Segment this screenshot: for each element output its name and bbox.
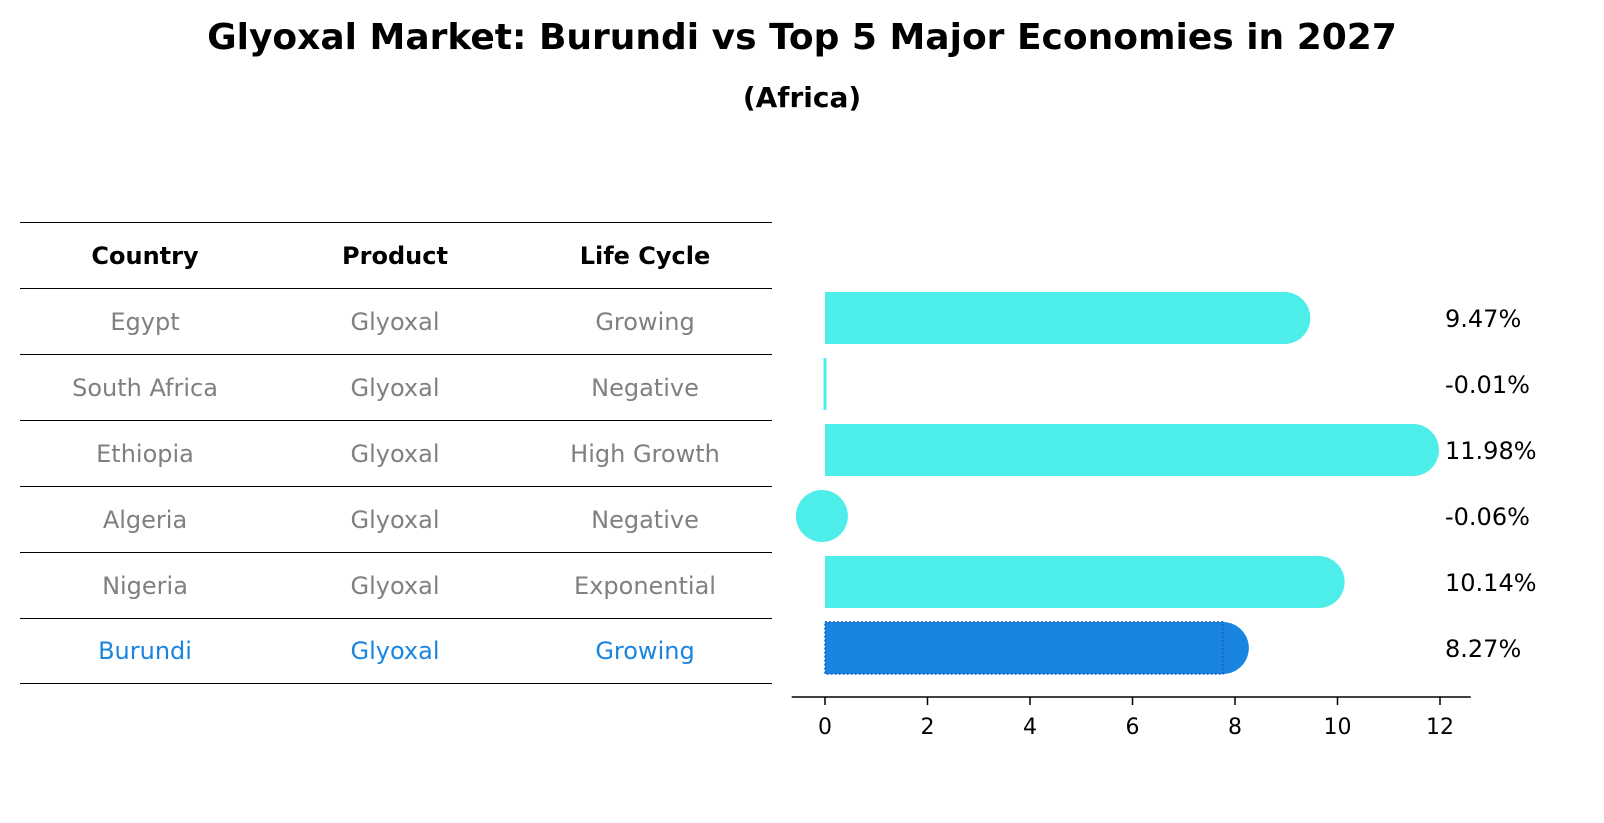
cell-country: Algeria <box>102 505 188 534</box>
x-tick-label: 4 <box>1023 715 1037 740</box>
cell-country: Nigeria <box>102 571 188 600</box>
bar-chart: 9.47% -0.01% 11.98% -0.06% 10.14% 8.27% 0 2 4 6 8 1… <box>791 292 1537 740</box>
cell-product: Glyoxal <box>350 571 440 600</box>
table-row: Ethiopia Glyoxal High Growth <box>20 420 772 486</box>
cell-product: Glyoxal <box>350 439 440 468</box>
bar-value-label: -0.06% <box>1445 503 1530 531</box>
cell-country: South Africa <box>72 373 218 402</box>
bar-value-label: 8.27% <box>1445 635 1521 663</box>
table-header-row: Country Product Life Cycle <box>20 222 772 288</box>
cell-country: Burundi <box>98 637 192 665</box>
table-row: Egypt Glyoxal Growing <box>20 288 772 354</box>
header-country: Country <box>91 241 199 270</box>
table-row: South Africa Glyoxal Negative <box>20 354 772 420</box>
bar-value-label: -0.01% <box>1445 371 1530 399</box>
cell-product: Glyoxal <box>350 505 440 534</box>
chart-title: Glyoxal Market: Burundi vs Top 5 Major E… <box>207 17 1397 58</box>
cell-product: Glyoxal <box>350 307 440 336</box>
bar-cap <box>795 490 848 542</box>
bar-cap <box>1258 292 1311 344</box>
cell-product: Glyoxal <box>350 637 440 665</box>
bar-cap <box>1386 424 1439 476</box>
x-tick-label: 10 <box>1324 715 1352 740</box>
comparison-table: Country Product Life Cycle Egypt Glyoxal… <box>20 222 772 684</box>
bar-value-label: 9.47% <box>1445 305 1521 333</box>
x-tick-label: 6 <box>1126 715 1140 740</box>
x-tick-label: 8 <box>1228 715 1242 740</box>
bar <box>823 358 827 410</box>
bar-value-label: 11.98% <box>1445 437 1537 465</box>
cell-product: Glyoxal <box>350 373 440 402</box>
cell-life-cycle: Growing <box>595 307 695 336</box>
cell-life-cycle: Growing <box>595 637 695 665</box>
chart-subtitle: (Africa) <box>742 81 862 114</box>
bar <box>825 622 1223 674</box>
bar-cap <box>1292 556 1345 608</box>
bar <box>825 556 1319 608</box>
cell-country: Egypt <box>110 307 180 336</box>
header-life-cycle: Life Cycle <box>579 241 711 270</box>
table-row: Algeria Glyoxal Negative <box>20 486 772 552</box>
table-row-highlight: Burundi Glyoxal Growing <box>20 618 772 684</box>
cell-life-cycle: High Growth <box>570 439 720 468</box>
x-tick-label: 2 <box>921 715 935 740</box>
x-tick-label: 0 <box>818 715 832 740</box>
x-tick-label: 12 <box>1426 715 1454 740</box>
cell-country: Ethiopia <box>96 439 194 468</box>
cell-life-cycle: Exponential <box>574 571 716 600</box>
bar-value-label: 10.14% <box>1445 569 1537 597</box>
cell-life-cycle: Negative <box>591 505 699 534</box>
bar <box>825 292 1285 344</box>
bar-highlight-outline <box>824 621 1224 675</box>
bar-cap <box>1196 622 1249 674</box>
header-product: Product <box>342 241 448 270</box>
table-row: Nigeria Glyoxal Exponential <box>20 552 772 618</box>
cell-life-cycle: Negative <box>591 373 699 402</box>
bar <box>825 424 1413 476</box>
